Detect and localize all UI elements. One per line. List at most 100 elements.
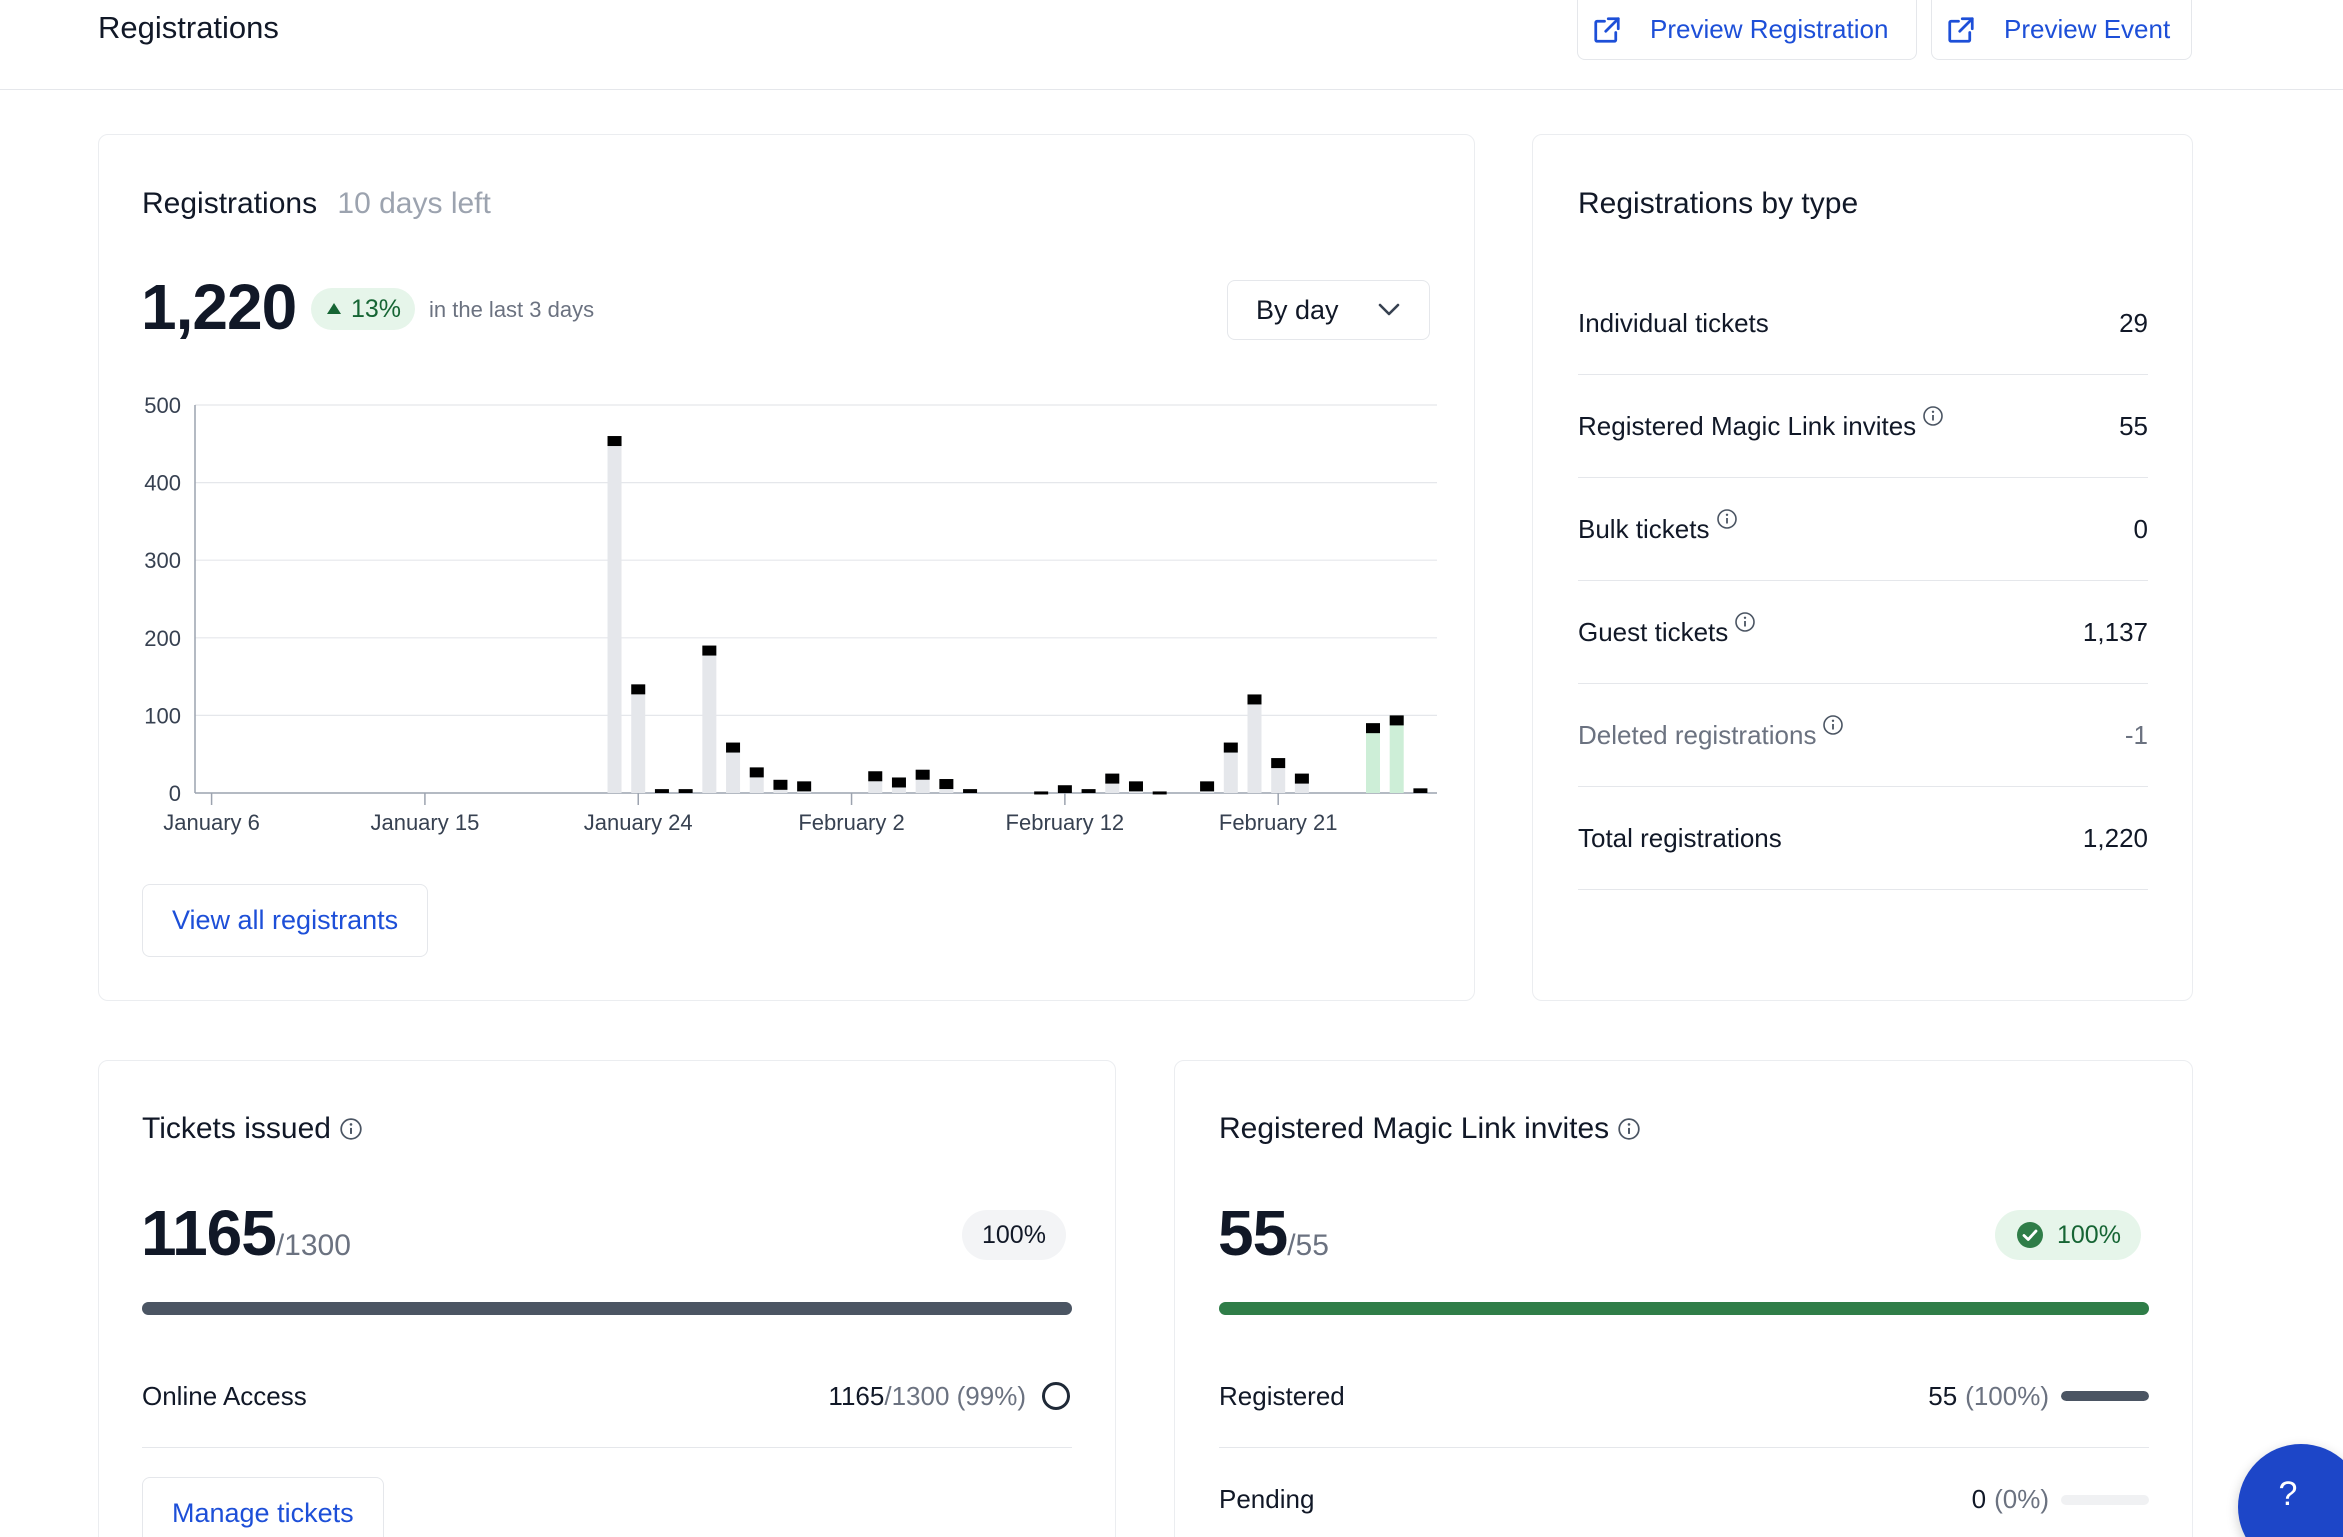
pending-label: Pending — [1219, 1484, 1315, 1514]
period-select-value: By day — [1256, 294, 1339, 325]
online-access-capacity: /1300 (99%) — [884, 1380, 1026, 1411]
bar-cap — [678, 789, 693, 793]
info-icon[interactable] — [339, 1117, 363, 1141]
bar-cap — [1247, 694, 1262, 705]
magic-link-total: /55 — [1287, 1229, 1329, 1262]
tickets-issued-title-row: Tickets issued — [142, 1112, 363, 1146]
bar-cap — [631, 684, 646, 695]
info-icon[interactable] — [1822, 714, 1844, 736]
preview-registration-button[interactable]: Preview Registration — [1577, 0, 1917, 60]
type-row-deleted: Deleted registrations -1 — [1578, 684, 2148, 787]
period-select[interactable]: By day — [1227, 280, 1430, 340]
registered-mini-bar-fill — [2061, 1391, 2149, 1401]
online-access-issued: 1165 — [828, 1380, 885, 1411]
registrations-total: 1,220 — [141, 271, 297, 343]
tickets-capacity: /1300 — [275, 1229, 351, 1262]
delta-note: in the last 3 days — [429, 297, 595, 322]
registrations-card — [98, 134, 1475, 1001]
bar-cap — [1413, 788, 1428, 793]
bar-cap — [1034, 791, 1049, 795]
magic-link-card — [1174, 1060, 2193, 1537]
bar-cap — [1081, 789, 1096, 793]
manage-tickets-button[interactable]: Manage tickets — [142, 1477, 384, 1537]
bar-cap — [1294, 773, 1309, 784]
x-tick-label: January 6 — [163, 810, 260, 835]
info-icon[interactable] — [1617, 1117, 1641, 1141]
type-row-individual: Individual tickets 29 — [1578, 272, 2148, 375]
y-tick-label: 200 — [144, 626, 181, 651]
preview-event-label: Preview Event — [2004, 14, 2171, 44]
magic-link-title: Registered Magic Link invites — [1219, 1112, 1610, 1145]
registered-row: Registered 55 (100%) — [1219, 1345, 2149, 1448]
help-label: ? — [2278, 1474, 2298, 1513]
bar-cap — [963, 789, 978, 793]
registrations-bar-chart: 0 100 200 300 400 500 January 6 January 15 Janua… — [144, 393, 1437, 835]
type-row-total: Total registrations 1,220 — [1578, 787, 2148, 890]
magic-link-percent: 100% — [2057, 1220, 2121, 1249]
check-circle-icon — [2017, 1222, 2043, 1248]
registered-value: 55 — [1928, 1380, 1958, 1411]
help-button[interactable]: ? — [2238, 1444, 2343, 1537]
external-link-icon — [1594, 16, 1620, 43]
tickets-issued-value: 1165 — [141, 1197, 277, 1269]
chevron-down-icon — [1378, 303, 1400, 316]
bar-cap — [702, 645, 717, 656]
type-row-label: Guest tickets — [1578, 616, 1729, 647]
registered-percent: (100%) — [1965, 1380, 2049, 1411]
info-icon[interactable] — [1734, 611, 1756, 633]
bar-cap — [1366, 723, 1381, 734]
magic-link-count: 55/55 — [1218, 1196, 1329, 1270]
bar-cap — [1128, 781, 1143, 792]
bar — [1223, 742, 1238, 793]
bar-cap — [915, 769, 930, 780]
bar-cap — [1057, 785, 1072, 793]
info-icon[interactable] — [1922, 405, 1944, 427]
x-tick-label: January 24 — [584, 810, 693, 835]
type-row-magic-link: Registered Magic Link invites 55 — [1578, 375, 2148, 478]
bar-cap — [607, 436, 622, 447]
type-row-label: Deleted registrations — [1578, 719, 1817, 750]
bar-cap — [654, 789, 669, 793]
bar-cap — [1152, 791, 1167, 795]
preview-registration-label: Preview Registration — [1650, 14, 1889, 44]
type-row-label: Bulk tickets — [1578, 513, 1710, 544]
registrations-by-type-card — [1532, 134, 2193, 1001]
bar-cap — [773, 779, 788, 790]
by-type-title: Registrations by type — [1578, 187, 1859, 220]
registered-mini-bar — [2061, 1391, 2149, 1401]
pending-value: 0 — [1971, 1484, 1987, 1514]
preview-event-button[interactable]: Preview Event — [1931, 0, 2192, 60]
type-row-label: Total registrations — [1578, 822, 1782, 853]
type-row-value: 1,137 — [2082, 616, 2148, 647]
bar — [1247, 694, 1262, 793]
bar-cap — [1105, 773, 1120, 784]
x-tick-label: February 12 — [1006, 810, 1125, 835]
delta-badge: 13% — [311, 288, 416, 330]
magic-link-title-row: Registered Magic Link invites — [1219, 1112, 1641, 1146]
magic-link-percent-badge: 100% — [1995, 1210, 2141, 1260]
type-row-value: 0 — [2133, 513, 2148, 544]
tickets-issued-card — [98, 1060, 1116, 1537]
bar-cap — [1200, 781, 1215, 792]
pending-mini-bar — [2061, 1494, 2149, 1505]
x-tick-label: January 15 — [370, 810, 479, 835]
registrations-title: Registrations — [142, 187, 318, 220]
y-tick-label: 500 — [144, 393, 181, 418]
info-icon[interactable] — [1716, 508, 1738, 530]
magic-link-progress-fill — [1219, 1302, 2149, 1315]
pending-row: Pending 0 (0%) — [1219, 1448, 2149, 1537]
type-row-value: 55 — [2119, 410, 2148, 441]
tickets-issued-title: Tickets issued — [142, 1112, 331, 1145]
y-tick-label: 400 — [144, 471, 181, 496]
tickets-progress-fill — [142, 1302, 1072, 1315]
page-title: Registrations — [98, 10, 279, 45]
type-row-value: -1 — [2124, 719, 2148, 750]
magic-link-progress-track — [1219, 1302, 2149, 1315]
bar-cap — [797, 781, 812, 792]
bar-cap — [1223, 742, 1238, 753]
view-all-registrants-button[interactable]: View all registrants — [142, 884, 429, 957]
arrow-up-icon — [327, 303, 341, 314]
bar-cap — [939, 779, 954, 790]
delta-value: 13% — [351, 294, 402, 323]
top-bar: Registrations Preview Registration Previ… — [0, 0, 2343, 90]
